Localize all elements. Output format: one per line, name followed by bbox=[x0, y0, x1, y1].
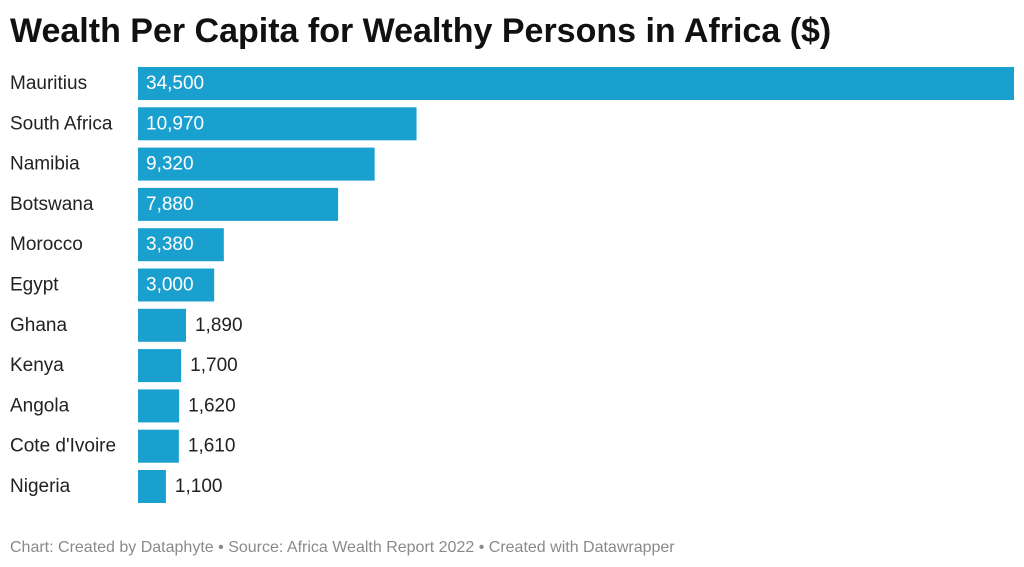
footer-separator: • bbox=[218, 539, 224, 556]
category-label-kenya: Kenya bbox=[10, 355, 64, 376]
value-label-south-africa: 10,970 bbox=[146, 113, 204, 134]
bar-south-africa bbox=[138, 107, 417, 141]
value-label-mauritius: 34,500 bbox=[146, 73, 204, 94]
bar-egypt bbox=[138, 268, 215, 302]
category-label-nigeria: Nigeria bbox=[10, 476, 71, 497]
bar-mauritius bbox=[138, 67, 1014, 100]
bar-morocco bbox=[138, 228, 224, 262]
category-label-south-africa: South Africa bbox=[10, 113, 113, 134]
source-text: Source: Africa Wealth Report 2022 bbox=[228, 539, 475, 556]
category-label-ghana: Ghana bbox=[10, 315, 67, 336]
category-label-morocco: Morocco bbox=[10, 234, 83, 255]
category-label-cote-d-ivoire: Cote d'Ivoire bbox=[10, 436, 116, 457]
bar-namibia bbox=[138, 147, 375, 181]
chart-credit: Chart: Created by Dataphyte bbox=[10, 539, 214, 556]
value-label-ghana: 1,890 bbox=[195, 315, 243, 336]
bar-kenya bbox=[138, 349, 182, 383]
value-label-cote-d-ivoire: 1,610 bbox=[188, 436, 236, 457]
chart-footer: Chart: Created by Dataphyte • Source: Af… bbox=[10, 538, 675, 558]
bar-chart: Mauritius South Africa Namibia Botswana Moro… bbox=[10, 67, 1014, 503]
value-label-kenya: 1,700 bbox=[190, 355, 238, 376]
category-labels: Mauritius South Africa Namibia Botswana Moro… bbox=[10, 73, 116, 497]
category-label-namibia: Namibia bbox=[10, 154, 80, 175]
category-label-mauritius: Mauritius bbox=[10, 73, 87, 94]
bar-botswana bbox=[138, 187, 339, 221]
value-label-morocco: 3,380 bbox=[146, 234, 194, 255]
category-label-angola: Angola bbox=[10, 395, 70, 416]
tool-credit: Created with Datawrapper bbox=[488, 539, 675, 556]
value-label-angola: 1,620 bbox=[188, 395, 236, 416]
category-label-egypt: Egypt bbox=[10, 275, 59, 296]
category-label-botswana: Botswana bbox=[10, 194, 94, 215]
value-label-namibia: 9,320 bbox=[146, 154, 194, 175]
bar-angola bbox=[138, 389, 180, 423]
chart-title: Wealth Per Capita for Wealthy Persons in… bbox=[10, 12, 832, 50]
bars bbox=[138, 67, 1014, 503]
bar-nigeria bbox=[138, 470, 166, 503]
footer-separator: • bbox=[478, 539, 485, 556]
value-label-egypt: 3,000 bbox=[146, 275, 194, 296]
bar-ghana bbox=[138, 308, 186, 342]
value-label-nigeria: 1,100 bbox=[175, 476, 223, 497]
bar-cote-d-ivoire bbox=[138, 429, 179, 463]
value-label-botswana: 7,880 bbox=[146, 194, 194, 215]
